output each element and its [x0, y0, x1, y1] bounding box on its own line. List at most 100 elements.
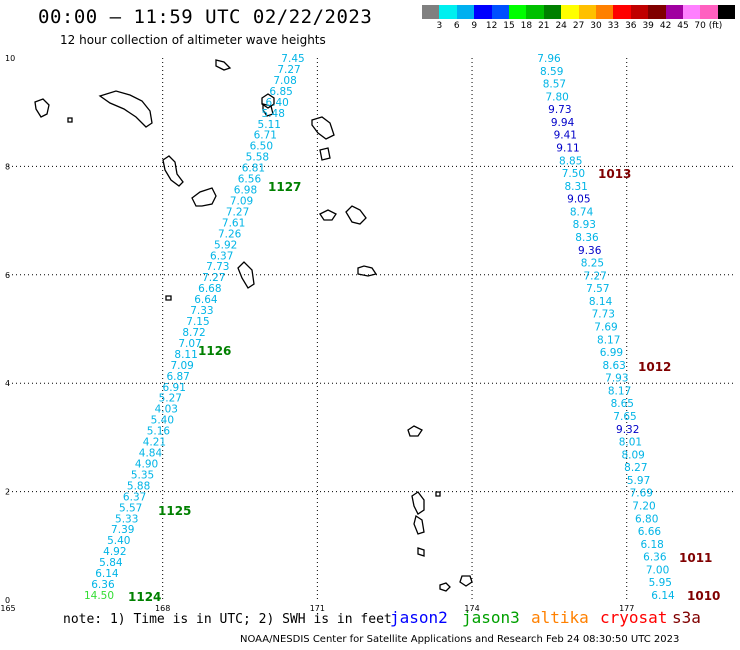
color-swatch: [683, 5, 701, 19]
wave-height-value: 9.11: [556, 143, 579, 155]
satellite-label-cryosat: cryosat: [600, 608, 668, 627]
color-swatch: [561, 5, 579, 19]
color-legend-label: 36: [625, 21, 637, 31]
wave-height-value: 7.09: [170, 360, 193, 372]
wave-height-value: 7.27: [226, 206, 249, 218]
wave-height-value: 6.40: [265, 97, 288, 109]
color-swatch: [526, 5, 544, 19]
wave-height-value: 8.31: [564, 181, 587, 193]
color-swatch: [613, 5, 631, 19]
wave-height-value: 5.48: [262, 108, 285, 120]
island-outline: [439, 582, 451, 592]
wave-height-value: 4.90: [135, 458, 158, 470]
wave-height-value: 8.27: [624, 462, 647, 474]
wave-height-value: 6.68: [198, 283, 221, 295]
color-legend-label: 42: [659, 21, 672, 31]
pass-time-label: 1011: [679, 551, 712, 565]
wave-height-value: 4.21: [143, 437, 166, 449]
lat-tick-label: 10: [5, 54, 15, 63]
wave-height-value: 9.05: [567, 194, 590, 206]
island-outline: [459, 575, 473, 587]
wave-height-value: 7.27: [202, 272, 225, 284]
color-swatch: [456, 5, 475, 19]
island-outline: [162, 155, 184, 187]
wave-height-value: 7.39: [111, 524, 134, 536]
lat-tick-label: 4: [5, 379, 10, 388]
color-swatch: [474, 5, 492, 19]
wave-height-value: 7.26: [218, 228, 242, 240]
wave-height-value: 5.35: [131, 469, 154, 481]
pass-time-label: 1012: [638, 360, 671, 374]
wave-height-value: 14.50: [84, 590, 114, 602]
island-outline: [98, 90, 153, 128]
wave-height-value: 7.96: [537, 53, 561, 65]
wave-height-value: 7.33: [190, 305, 213, 317]
wave-height-value: 6.37: [123, 491, 146, 503]
wave-height-value: 5.11: [258, 119, 281, 131]
wave-height-value: 4.92: [103, 546, 126, 558]
wave-height-value: 8.57: [543, 79, 566, 91]
pass-time-label: 1010: [687, 589, 720, 603]
color-swatch: [491, 5, 509, 19]
wave-height-value: 6.80: [635, 513, 658, 525]
wave-height-value: 5.40: [107, 535, 130, 547]
wave-height-value: 6.98: [234, 185, 257, 197]
wave-height-value: 6.99: [600, 347, 623, 359]
color-swatch: [630, 5, 649, 19]
island-outline: [413, 514, 425, 535]
satellite-label-jason3: jason3: [462, 608, 520, 627]
island-outline: [262, 103, 274, 117]
wave-height-value: 5.92: [214, 239, 237, 251]
lon-tick-label: 171: [310, 604, 325, 613]
color-swatch: [422, 5, 440, 19]
wave-height-value: 7.15: [186, 316, 209, 328]
wave-height-value: 8.59: [540, 66, 563, 78]
wave-height-value: 8.72: [182, 327, 205, 339]
wave-height-value: 5.57: [119, 502, 142, 514]
wave-height-value: 7.08: [273, 75, 296, 87]
lon-tick-label: 168: [155, 604, 170, 613]
pass-time-label: 1125: [158, 504, 191, 518]
wave-height-value: 7.09: [230, 195, 253, 207]
wave-height-value: 8.63: [602, 360, 625, 372]
wave-height-value: 9.94: [551, 117, 575, 129]
wave-height-value: 7.20: [632, 501, 655, 513]
island-outline: [357, 265, 378, 277]
wave-height-value: 7.07: [178, 338, 201, 350]
island-outline: [319, 147, 331, 161]
lat-tick-label: 2: [5, 488, 10, 497]
wave-height-value: 8.17: [597, 334, 620, 346]
wave-height-value: 7.57: [586, 283, 609, 295]
island-outline: [417, 547, 425, 557]
wave-height-value: 8.25: [581, 258, 604, 270]
wave-height-value: 8.93: [573, 219, 596, 231]
wave-height-value: 7.65: [613, 411, 636, 423]
lon-tick-label: 165: [0, 604, 15, 613]
pass-time-label: 1013: [598, 167, 631, 181]
lat-tick-label: 8: [5, 162, 10, 171]
wave-height-value: 7.45: [281, 53, 304, 65]
wave-height-value: 7.93: [605, 373, 628, 385]
wave-height-value: 5.95: [649, 577, 672, 589]
island-outline: [411, 491, 425, 515]
color-swatch: [717, 5, 736, 19]
wave-height-value: 5.27: [159, 393, 182, 405]
wave-height-value: 6.14: [95, 568, 119, 580]
credit-line: NOAA/NESDIS Center for Satellite Applica…: [240, 634, 680, 645]
wave-height-value: 8.14: [589, 296, 613, 308]
wave-height-value: 5.58: [246, 152, 269, 164]
wave-height-value: 8.11: [174, 349, 197, 361]
island-outline: [319, 209, 337, 221]
wave-height-value: 4.84: [139, 448, 163, 460]
wave-height-value: 6.66: [638, 526, 662, 538]
wave-height-value: 8.65: [611, 398, 634, 410]
wave-height-value: 6.71: [254, 130, 277, 142]
wave-height-value: 6.81: [242, 163, 265, 175]
color-swatch: [439, 5, 457, 19]
map-title: 00:00 – 11:59 UTC 02/22/2023: [38, 6, 373, 28]
wave-height-value: 6.36: [643, 552, 667, 564]
satellite-label-altika: altika: [531, 608, 589, 627]
lat-tick-label: 6: [5, 271, 10, 280]
color-legend-label: 15: [503, 21, 515, 31]
